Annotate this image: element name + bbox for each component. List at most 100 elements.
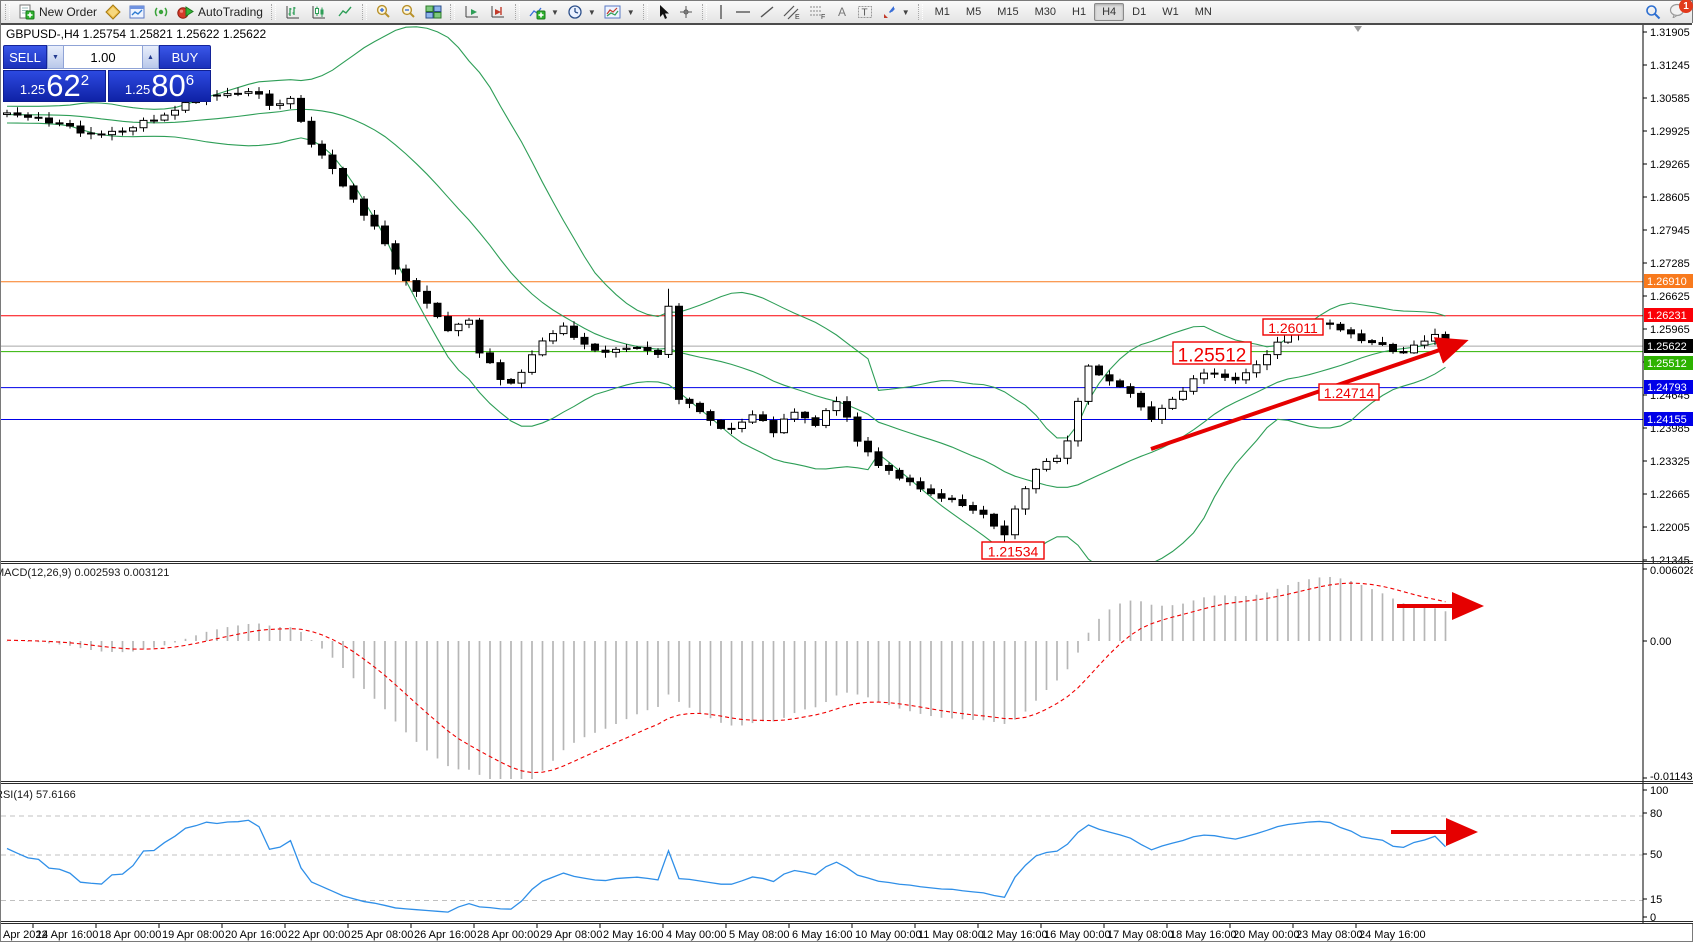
buy-price[interactable]: 1.25 80 6 bbox=[108, 70, 211, 102]
chart-line-button[interactable] bbox=[332, 2, 358, 22]
macd-histogram bbox=[6, 576, 1447, 779]
trend-arrow bbox=[1150, 337, 1469, 451]
fibonacci-button[interactable]: F bbox=[805, 2, 831, 22]
new-order-button[interactable]: New Order bbox=[14, 2, 101, 22]
indicators-button[interactable]: ▼ bbox=[524, 2, 563, 22]
auto-scroll-button[interactable] bbox=[459, 2, 485, 22]
toolbar-grip bbox=[917, 4, 923, 20]
chevron-down-icon: ▼ bbox=[587, 7, 596, 17]
zoom-out-icon bbox=[401, 4, 415, 18]
tf-D1[interactable]: D1 bbox=[1132, 6, 1147, 18]
svg-text:1.25622: 1.25622 bbox=[1647, 341, 1687, 353]
trendline-icon bbox=[760, 6, 774, 18]
tf-W1[interactable]: W1 bbox=[1162, 6, 1179, 18]
svg-text:20 May 00:00: 20 May 00:00 bbox=[1233, 929, 1300, 941]
toolbar-grip bbox=[361, 4, 367, 20]
cursor-button[interactable] bbox=[652, 2, 674, 22]
svg-text:16 May 00:00: 16 May 00:00 bbox=[1044, 929, 1111, 941]
svg-text:25 Apr 08:00: 25 Apr 08:00 bbox=[351, 929, 413, 941]
chart-shift-icon bbox=[491, 6, 504, 18]
svg-text:1.31245: 1.31245 bbox=[1650, 60, 1690, 72]
periods-button[interactable]: ▼ bbox=[563, 2, 600, 22]
equidistant-channel-button[interactable]: E bbox=[779, 2, 805, 22]
svg-text:1.25512: 1.25512 bbox=[1647, 358, 1687, 370]
toolbar-grip bbox=[449, 4, 455, 20]
volume-input[interactable]: 1.00 bbox=[64, 45, 142, 69]
metaquotes-button[interactable] bbox=[101, 2, 125, 22]
chart-shift-button[interactable] bbox=[485, 2, 511, 22]
price-annotations[interactable]: 1.26011 1.25512 1.24714 1.21534 bbox=[981, 318, 1380, 560]
zoom-out-button[interactable] bbox=[396, 2, 421, 22]
bb-upper bbox=[6, 26, 1446, 439]
svg-text:26 Apr 16:00: 26 Apr 16:00 bbox=[414, 929, 476, 941]
sell-price[interactable]: 1.25 62 2 bbox=[3, 70, 106, 102]
signals-button[interactable] bbox=[149, 2, 173, 22]
one-click-trading-panel: SELL ▼ 1.00 ▲ BUY 1.25 62 2 1.25 80 6 bbox=[3, 45, 211, 102]
zoom-in-button[interactable] bbox=[371, 2, 396, 22]
toolbar-grip bbox=[701, 4, 707, 20]
tf-MN[interactable]: MN bbox=[1194, 6, 1212, 18]
svg-text:24 May 16:00: 24 May 16:00 bbox=[1359, 929, 1426, 941]
tf-M15[interactable]: M15 bbox=[997, 6, 1019, 18]
search-icon[interactable] bbox=[1645, 4, 1661, 20]
svg-text:100: 100 bbox=[1650, 785, 1668, 797]
arrows-button[interactable]: ▼ bbox=[877, 2, 914, 22]
tile-windows-button[interactable] bbox=[421, 2, 446, 22]
svg-text:22 Apr 00:00: 22 Apr 00:00 bbox=[288, 929, 350, 941]
toolbar-grip[interactable] bbox=[5, 4, 10, 20]
tf-H1[interactable]: H1 bbox=[1072, 6, 1087, 18]
text-button[interactable]: A bbox=[831, 2, 853, 22]
svg-text:11 May 08:00: 11 May 08:00 bbox=[918, 929, 984, 941]
buy-price-small: 1.25 bbox=[124, 82, 151, 97]
svg-text:50: 50 bbox=[1650, 849, 1662, 861]
cursor-icon bbox=[659, 5, 669, 19]
svg-text:1.21534: 1.21534 bbox=[988, 544, 1039, 560]
toolbar: New Order AutoTrading bbox=[1, 0, 1693, 25]
text-label-icon: T bbox=[857, 6, 872, 19]
text-label-button[interactable]: T bbox=[853, 2, 877, 22]
svg-text:0: 0 bbox=[1650, 912, 1656, 924]
signals-icon bbox=[154, 7, 168, 17]
svg-text:17 May 08:00: 17 May 08:00 bbox=[1107, 929, 1174, 941]
volume-increase-button[interactable]: ▲ bbox=[142, 45, 159, 69]
panel-separators[interactable] bbox=[1, 561, 1693, 924]
chart-shift-marker[interactable] bbox=[1354, 26, 1362, 32]
tf-M1[interactable]: M1 bbox=[934, 6, 950, 18]
svg-text:1.27945: 1.27945 bbox=[1650, 225, 1690, 237]
vertical-line-button[interactable] bbox=[711, 2, 731, 22]
crosshair-icon bbox=[679, 6, 692, 18]
bb-lower bbox=[6, 122, 1446, 561]
arrow-objects-icon bbox=[883, 6, 895, 18]
horizontal-line-button[interactable] bbox=[731, 2, 755, 22]
notifications-button[interactable]: 1 bbox=[1669, 0, 1693, 21]
svg-text:18 Apr 00:00: 18 Apr 00:00 bbox=[99, 929, 161, 941]
chart-candles-button[interactable] bbox=[306, 2, 332, 22]
tf-H4[interactable]: H4 bbox=[1094, 3, 1125, 21]
bb-middle bbox=[6, 108, 1446, 488]
auto-scroll-icon bbox=[465, 6, 478, 18]
equidistant-channel-icon: E bbox=[783, 5, 800, 20]
sell-button[interactable]: SELL bbox=[3, 45, 47, 69]
svg-text:A: A bbox=[838, 5, 846, 19]
drawn-arrows[interactable] bbox=[1150, 337, 1484, 846]
tf-M30[interactable]: M30 bbox=[1034, 6, 1057, 18]
svg-text:1.25965: 1.25965 bbox=[1650, 324, 1690, 336]
market-watch-button[interactable] bbox=[125, 2, 149, 22]
chart-bars-button[interactable] bbox=[280, 2, 306, 22]
trendline-button[interactable] bbox=[755, 2, 779, 22]
horizontal-levels[interactable] bbox=[1, 281, 1643, 420]
templates-button[interactable]: ▼ bbox=[600, 2, 639, 22]
horizontal-line-icon bbox=[735, 11, 750, 13]
tf-M5[interactable]: M5 bbox=[965, 6, 982, 18]
buy-button[interactable]: BUY bbox=[159, 45, 211, 69]
toolbar-grip bbox=[642, 4, 648, 20]
svg-text:1.26910: 1.26910 bbox=[1647, 276, 1687, 288]
svg-text:T: T bbox=[861, 8, 867, 19]
crosshair-button[interactable] bbox=[674, 2, 698, 22]
autotrading-button[interactable]: AutoTrading bbox=[173, 2, 267, 22]
volume-decrease-button[interactable]: ▼ bbox=[47, 45, 64, 69]
bar-chart-icon bbox=[286, 6, 299, 19]
